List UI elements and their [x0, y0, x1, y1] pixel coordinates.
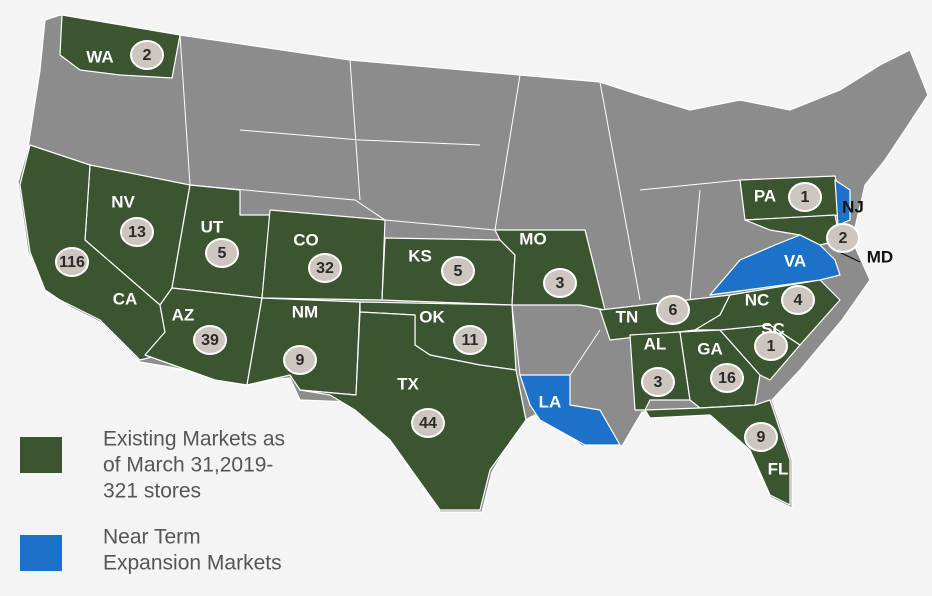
- count-badge: [453, 325, 487, 355]
- border: [239, 129, 481, 146]
- store-count: 6: [669, 302, 678, 319]
- count-badge: [781, 285, 815, 315]
- store-count: 9: [757, 429, 766, 446]
- count-badge: [441, 256, 475, 286]
- state-abbr: MO: [519, 229, 546, 248]
- state-abbr: GA: [697, 339, 723, 358]
- count-badge: [710, 363, 744, 393]
- state-abbr: NC: [745, 290, 770, 309]
- state-abbr: MD: [867, 247, 893, 266]
- store-count: 4: [794, 292, 803, 309]
- state-shape: [494, 229, 606, 311]
- state-abbr: WA: [86, 47, 113, 66]
- state-shape: [299, 311, 527, 511]
- state-abbr: TN: [616, 307, 639, 326]
- state-abbr: KS: [408, 246, 432, 265]
- legend-text: Near Term: [103, 526, 201, 549]
- store-count: 16: [718, 370, 736, 387]
- store-count: 5: [454, 263, 463, 280]
- store-count: 3: [654, 374, 663, 391]
- store-count: 9: [296, 352, 305, 369]
- store-count: 32: [316, 260, 334, 277]
- store-count: 2: [143, 47, 152, 64]
- count-badge: [543, 268, 577, 298]
- state-abbr: VA: [784, 251, 806, 270]
- legend-text: 321 stores: [103, 480, 201, 503]
- state-abbr: NM: [292, 302, 318, 321]
- state-abbr: CA: [113, 289, 138, 308]
- state-shape: [709, 234, 841, 296]
- state-shape: [644, 399, 791, 506]
- border: [689, 189, 701, 301]
- store-count: 13: [128, 224, 146, 241]
- legend-text: Expansion Markets: [103, 552, 282, 575]
- state-abbr: LA: [539, 392, 562, 411]
- state-abbr: AL: [644, 334, 667, 353]
- count-badge: [205, 238, 239, 268]
- state-abbr: NV: [111, 192, 135, 211]
- count-badge: [411, 408, 445, 438]
- count-badge: [55, 247, 89, 277]
- state-abbr: NJ: [842, 197, 864, 216]
- store-count: 116: [59, 254, 85, 271]
- legend-swatch: [20, 535, 62, 571]
- store-count: 5: [218, 245, 227, 262]
- state-abbr: UT: [201, 217, 224, 236]
- count-badge: [283, 345, 317, 375]
- count-badge: [641, 367, 675, 397]
- count-badge: [744, 422, 778, 452]
- state-abbr: OK: [419, 307, 445, 326]
- store-count: 39: [201, 332, 219, 349]
- state-abbr: PA: [754, 186, 776, 205]
- state-abbr: FL: [768, 459, 789, 478]
- state-shape: [59, 14, 181, 79]
- store-count: 11: [462, 332, 479, 349]
- count-badge: [656, 295, 690, 325]
- border: [599, 81, 641, 301]
- count-badge: [193, 325, 227, 355]
- count-badge: [130, 40, 164, 70]
- border: [639, 179, 741, 191]
- store-count: 1: [767, 338, 776, 355]
- state-abbr: CO: [293, 230, 319, 249]
- state-abbr: TX: [397, 374, 419, 393]
- count-badge: [308, 253, 342, 283]
- border: [349, 59, 361, 201]
- count-badge: [788, 182, 822, 212]
- legend: Existing Markets as of March 31,2019- 321 …: [20, 428, 285, 575]
- legend-text: Existing Markets as: [103, 428, 285, 451]
- count-badge: [754, 331, 788, 361]
- store-count: 1: [801, 189, 810, 206]
- count-badge: [826, 223, 860, 253]
- legend-swatch: [20, 437, 62, 473]
- state-shape: [19, 144, 166, 361]
- store-count: 3: [556, 275, 565, 292]
- state-shape: [519, 374, 621, 446]
- legend-text: of March 31,2019-: [103, 454, 273, 477]
- border: [494, 74, 521, 231]
- count-badge: [120, 217, 154, 247]
- store-count: 2: [839, 230, 848, 247]
- store-count: 44: [419, 415, 437, 432]
- state-abbr: AZ: [172, 305, 195, 324]
- state-shape: [834, 179, 851, 226]
